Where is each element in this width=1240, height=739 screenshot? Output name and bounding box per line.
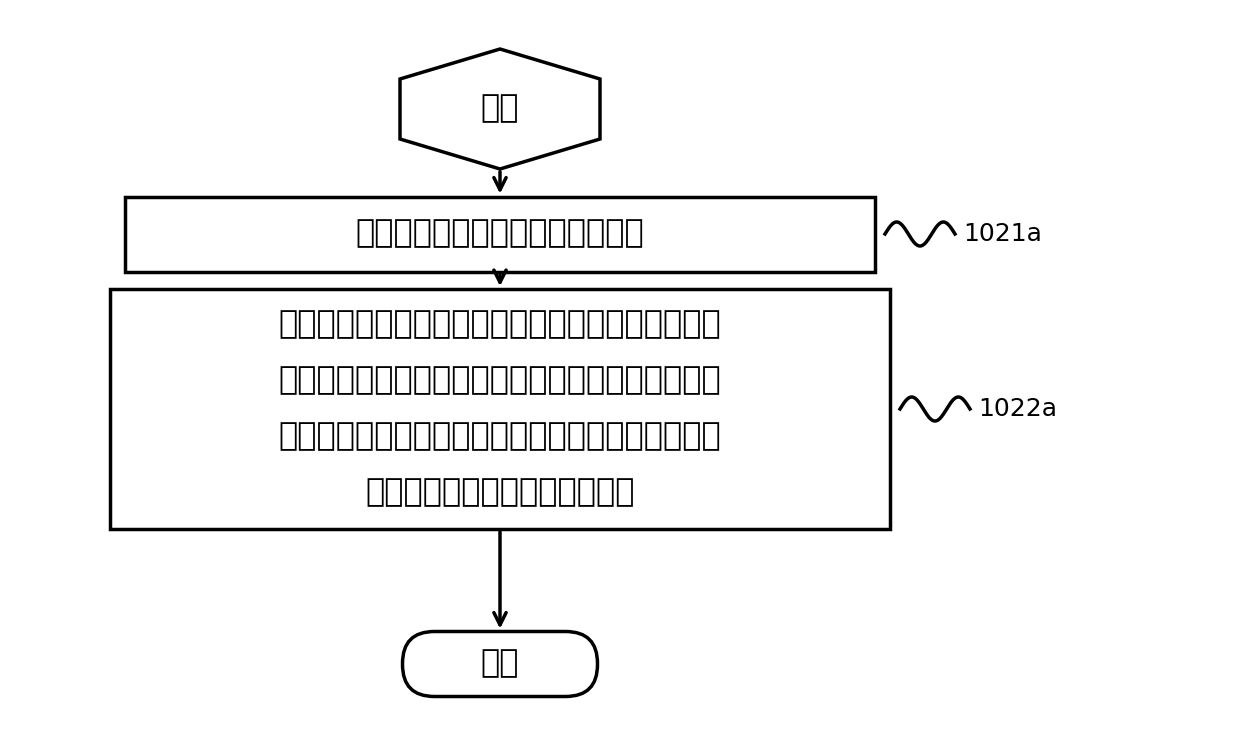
Text: 1021a: 1021a bbox=[963, 222, 1042, 246]
Text: 结束: 结束 bbox=[481, 649, 520, 679]
Text: 根据所述数据通信网络和所述移动终端当前的横屏模: 根据所述数据通信网络和所述移动终端当前的横屏模 bbox=[279, 310, 722, 341]
Text: 式，通过控制所述第一切换电路与所述第一天线和所: 式，通过控制所述第一切换电路与所述第一天线和所 bbox=[279, 366, 722, 397]
Text: 开始: 开始 bbox=[481, 94, 520, 124]
Text: 获取所述移动终端当前的横屏模式: 获取所述移动终端当前的横屏模式 bbox=[356, 219, 645, 250]
Bar bbox=[110, 289, 890, 529]
Polygon shape bbox=[401, 49, 600, 169]
Text: 述第二天线之间的导通与断开，调节所述移动终端的: 述第二天线之间的导通与断开，调节所述移动终端的 bbox=[279, 421, 722, 452]
FancyBboxPatch shape bbox=[403, 632, 598, 696]
Bar bbox=[125, 197, 875, 271]
Text: 1022a: 1022a bbox=[978, 397, 1056, 421]
Text: 横屏模式与天线模式的匹配关系: 横屏模式与天线模式的匹配关系 bbox=[366, 477, 635, 508]
